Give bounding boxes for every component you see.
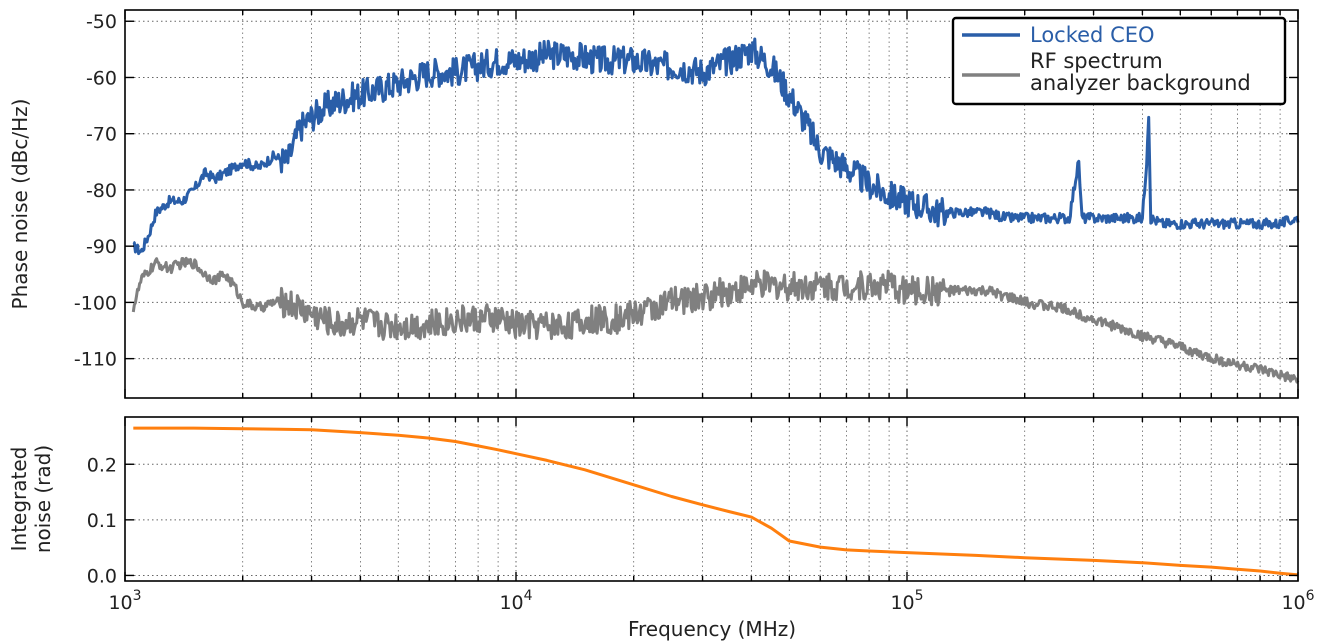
- bottom-plot-frame: [124, 416, 1299, 582]
- bottom-y-ticks: 0.0 0.1 0.2: [87, 454, 1298, 587]
- y-tick-label: -110: [74, 349, 117, 371]
- legend-label-rf-background: RF spectrum analyzer background: [1030, 49, 1251, 95]
- legend-box: [951, 16, 1287, 106]
- y-tick-label: 0.1: [87, 510, 117, 532]
- y-tick-label: -70: [86, 124, 117, 146]
- y-tick-label: -100: [74, 292, 117, 314]
- y-tick-label: 0.2: [87, 454, 117, 476]
- series-line: [131, 256, 1300, 384]
- legend: Locked CEO RF spectrum analyzer backgroun…: [951, 16, 1287, 106]
- top-x-ticks: [124, 10, 1299, 398]
- y-tick-label: -90: [86, 236, 117, 258]
- phase-noise-panel: -50 -60 -70 -80 -90 -100 -110 Phase noise (dBc…: [8, 9, 1300, 399]
- bottom-x-ticks: 103 104 105 106: [108, 417, 1315, 614]
- bottom-y-axis-label-line-1: Integrated: [7, 447, 31, 552]
- top-series: [131, 37, 1300, 384]
- x-tick-label: 105: [890, 588, 923, 614]
- top-plot-frame: [124, 9, 1299, 399]
- top-y-axis-label: Phase noise (dBc/Hz): [8, 99, 32, 310]
- top-y-ticks: -50 -60 -70 -80 -90 -100 -110: [74, 11, 1298, 371]
- bottom-grid: [124, 417, 1299, 581]
- y-tick-label: -80: [86, 180, 117, 202]
- series-line: [133, 426, 1299, 577]
- x-axis-label: Frequency (MHz): [628, 617, 796, 641]
- integrated-noise-panel: 0.0 0.1 0.2 103 104 105 106 Integrated noise …: [7, 416, 1315, 641]
- y-tick-label: -60: [86, 67, 117, 89]
- y-tick-label: 0.0: [87, 565, 117, 587]
- series-line: [132, 37, 1300, 256]
- bottom-series: [133, 426, 1299, 577]
- legend-label-locked-ceo: Locked CEO: [1030, 23, 1155, 47]
- bottom-y-axis-label-line-2: noise (rad): [31, 445, 55, 553]
- x-tick-label: 103: [108, 588, 141, 614]
- y-tick-label: -50: [86, 11, 117, 33]
- x-tick-label: 104: [499, 588, 532, 614]
- x-tick-label: 106: [1281, 588, 1314, 614]
